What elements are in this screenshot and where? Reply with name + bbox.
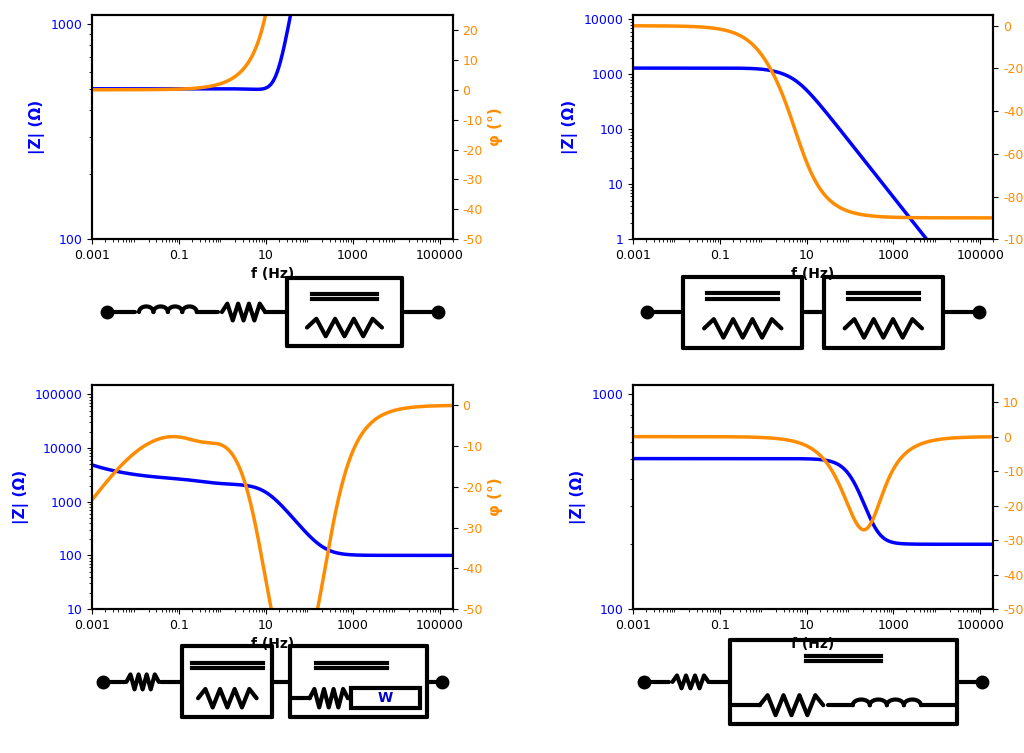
Bar: [350, 688, 420, 708]
Y-axis label: |Z| (Ω): |Z| (Ω): [569, 470, 586, 524]
Y-axis label: |Z| (Ω): |Z| (Ω): [29, 100, 45, 154]
X-axis label: f (Hz): f (Hz): [251, 267, 294, 282]
Text: W: W: [378, 691, 393, 706]
X-axis label: f (Hz): f (Hz): [792, 637, 835, 651]
Y-axis label: |Z| (Ω): |Z| (Ω): [562, 100, 578, 154]
Y-axis label: |Z| (Ω): |Z| (Ω): [13, 470, 29, 524]
X-axis label: f (Hz): f (Hz): [792, 267, 835, 282]
X-axis label: f (Hz): f (Hz): [251, 637, 294, 651]
Y-axis label: φ (°): φ (°): [488, 477, 504, 517]
Y-axis label: φ (°): φ (°): [488, 108, 504, 146]
